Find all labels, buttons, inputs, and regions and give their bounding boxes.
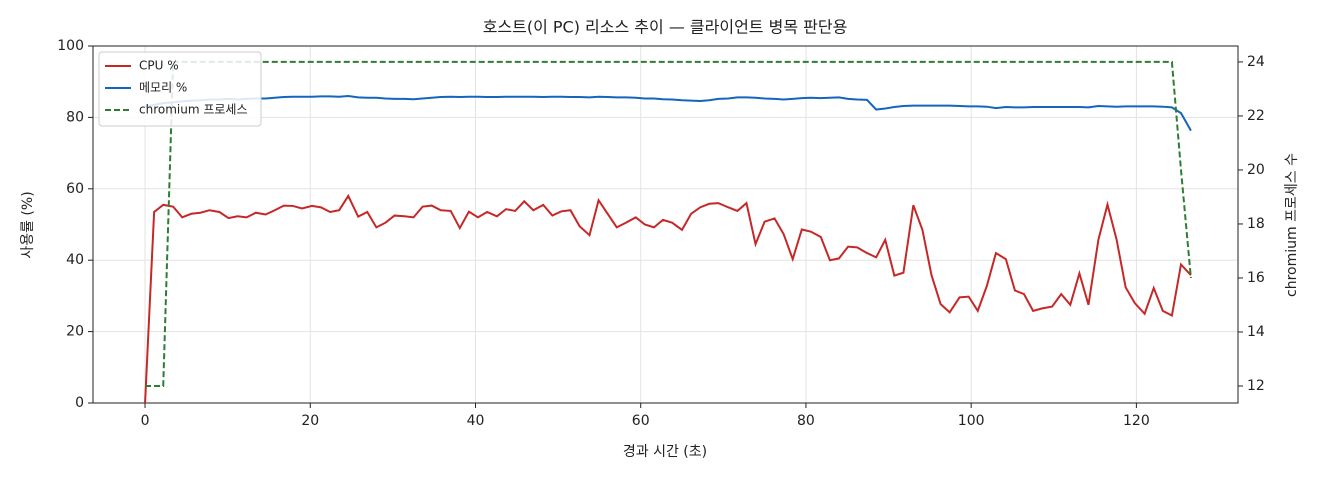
chart-title: 호스트(이 PC) 리소스 추이 — 클라이언트 병목 판단용 xyxy=(483,18,848,37)
y-tick-label: 60 xyxy=(66,181,84,197)
x-tick-label: 0 xyxy=(141,413,150,429)
plot-frame xyxy=(92,45,1239,404)
x-axis-label: 경과 시간 (초) xyxy=(623,444,707,460)
legend-box xyxy=(98,51,262,127)
series-line xyxy=(144,94,1192,132)
series-line xyxy=(145,60,1192,387)
y2-tick-label: 12 xyxy=(1247,378,1265,394)
legend-label: chromium 프로세스 xyxy=(139,103,248,117)
legend-label: 메모리 % xyxy=(139,81,187,95)
x-tick-label: 100 xyxy=(958,413,985,429)
y-axis-label: 사용률 (%) xyxy=(20,191,36,258)
y2-axis-label: chromium 프로세스 수 xyxy=(1284,153,1300,297)
series-line xyxy=(144,193,1192,404)
x-tick-label: 80 xyxy=(797,413,815,429)
y2-tick-label: 16 xyxy=(1247,270,1265,286)
y-tick-label: 0 xyxy=(75,395,84,411)
y2-tick-label: 20 xyxy=(1247,162,1265,178)
y2-tick-label: 22 xyxy=(1247,108,1265,124)
y2-tick-label: 24 xyxy=(1247,54,1265,70)
x-tick-label: 20 xyxy=(301,413,319,429)
x-tick-label: 40 xyxy=(467,413,485,429)
y-tick-label: 20 xyxy=(66,324,84,340)
y-tick-label: 40 xyxy=(66,252,84,268)
y2-tick-label: 18 xyxy=(1247,216,1265,232)
x-tick-label: 60 xyxy=(632,413,650,429)
y2-tick-label: 14 xyxy=(1247,324,1265,340)
y-tick-label: 80 xyxy=(66,109,84,125)
x-tick-label: 120 xyxy=(1123,413,1150,429)
legend-label: CPU % xyxy=(139,59,179,73)
y-tick-label: 100 xyxy=(57,38,84,54)
